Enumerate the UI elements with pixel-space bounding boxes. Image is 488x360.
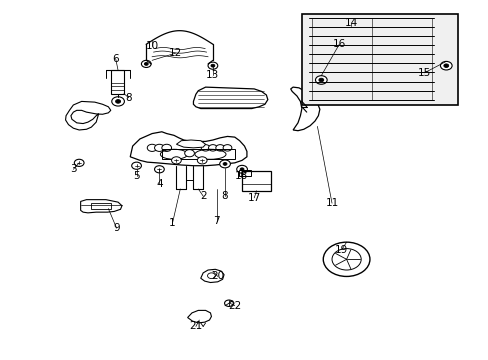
Circle shape: [201, 145, 209, 151]
Text: 3: 3: [70, 164, 77, 174]
Text: 8: 8: [221, 191, 228, 201]
Text: 4: 4: [156, 179, 163, 189]
Circle shape: [224, 300, 233, 306]
Bar: [162, 149, 234, 159]
Text: 5: 5: [133, 171, 140, 181]
Circle shape: [131, 162, 141, 169]
Circle shape: [147, 144, 157, 152]
Bar: [91, 203, 111, 209]
Polygon shape: [201, 269, 224, 283]
Text: 19: 19: [334, 245, 347, 255]
Text: 13: 13: [206, 69, 219, 80]
Circle shape: [315, 76, 326, 84]
Text: 20: 20: [211, 271, 224, 282]
Polygon shape: [290, 87, 319, 131]
Circle shape: [443, 64, 448, 67]
Circle shape: [154, 166, 164, 173]
Text: 14: 14: [344, 18, 357, 28]
Text: 6: 6: [112, 54, 119, 64]
Circle shape: [171, 157, 181, 164]
Circle shape: [207, 273, 215, 279]
Text: 21: 21: [189, 321, 202, 332]
Circle shape: [210, 64, 214, 67]
Circle shape: [141, 60, 151, 67]
Circle shape: [331, 249, 361, 270]
Bar: [238, 170, 250, 176]
Circle shape: [207, 62, 217, 69]
Text: 12: 12: [168, 48, 182, 58]
Circle shape: [223, 162, 226, 165]
Text: 15: 15: [417, 68, 430, 78]
Polygon shape: [193, 87, 267, 109]
Bar: [111, 70, 124, 94]
Polygon shape: [130, 132, 246, 166]
Text: 11: 11: [325, 198, 338, 208]
Circle shape: [74, 159, 84, 166]
Text: 18: 18: [234, 171, 247, 181]
Text: 7: 7: [213, 216, 220, 226]
Polygon shape: [65, 102, 111, 130]
Text: 17: 17: [247, 193, 260, 203]
Circle shape: [112, 97, 124, 106]
Circle shape: [197, 157, 206, 164]
Bar: [242, 171, 271, 191]
Text: 22: 22: [228, 301, 241, 311]
Text: 1: 1: [169, 218, 176, 228]
Text: 16: 16: [332, 39, 345, 49]
Circle shape: [440, 62, 451, 70]
Circle shape: [219, 160, 230, 168]
Circle shape: [215, 145, 224, 151]
Bar: [301, 14, 458, 105]
Circle shape: [154, 144, 164, 152]
Text: 9: 9: [113, 223, 120, 233]
Text: 8: 8: [125, 93, 132, 103]
Circle shape: [223, 145, 231, 151]
Polygon shape: [187, 310, 211, 323]
Circle shape: [323, 242, 369, 276]
Circle shape: [318, 78, 323, 82]
Polygon shape: [176, 140, 205, 148]
Circle shape: [184, 150, 194, 157]
Circle shape: [240, 168, 244, 171]
Circle shape: [144, 63, 148, 65]
Circle shape: [162, 144, 171, 152]
Text: 2: 2: [200, 191, 206, 201]
Circle shape: [236, 165, 247, 173]
Text: 10: 10: [145, 41, 158, 51]
Polygon shape: [81, 200, 122, 213]
Circle shape: [208, 145, 217, 151]
Circle shape: [116, 100, 120, 103]
